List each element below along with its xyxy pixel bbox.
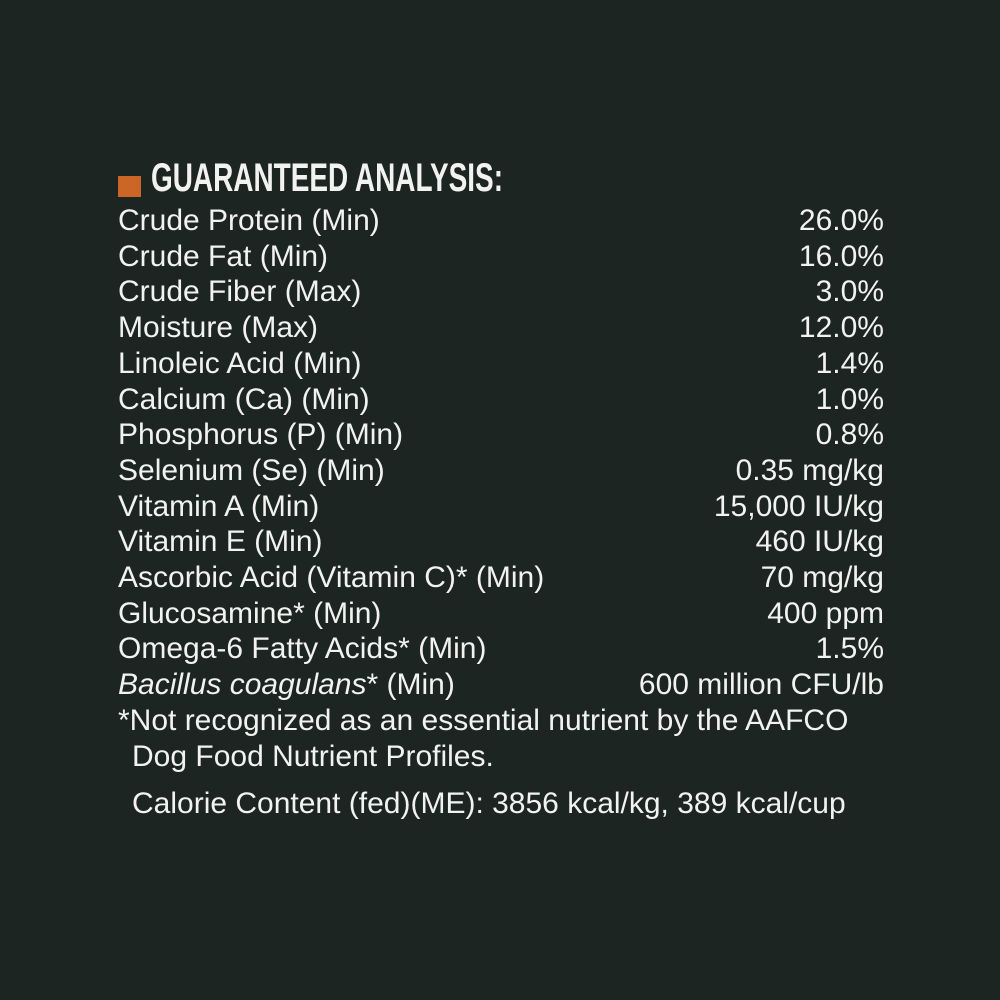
svg-text:GUARANTEED ANALYSIS:: GUARANTEED ANALYSIS: [151, 159, 503, 200]
